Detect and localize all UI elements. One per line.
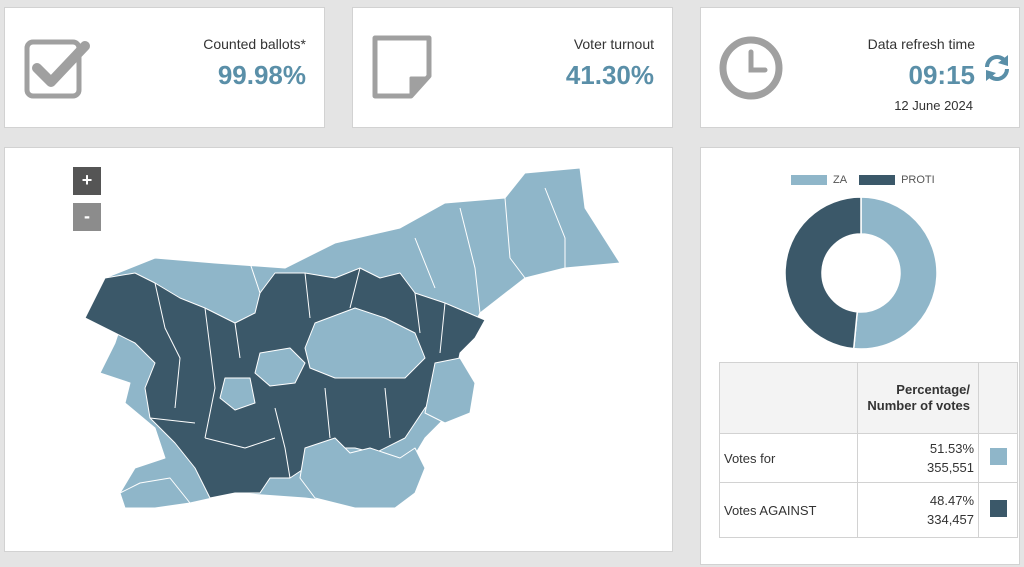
donut-slice-proti[interactable] (784, 196, 862, 350)
legend-swatch-proti (859, 175, 896, 185)
row-value-against: 48.47% 334,457 (857, 482, 979, 538)
counted-ballots-value: 99.98% (217, 60, 306, 90)
counted-ballots-card: Counted ballots* 99.98% (4, 7, 325, 128)
refresh-icon[interactable] (981, 52, 1013, 89)
donut-chart (784, 196, 938, 350)
map-region-for (299, 437, 426, 509)
legend-swatch-za (791, 175, 827, 185)
counted-ballots-label: Counted ballots* (203, 36, 306, 52)
chart-legend: ZA PROTI (791, 174, 947, 186)
map-card: + - (4, 147, 673, 552)
table-header-percentage: Percentage/ Number of votes (857, 362, 979, 434)
map-region-for (424, 357, 476, 424)
map-region-for (254, 347, 306, 387)
table-row: Votes AGAINST 48.47% 334,457 (719, 482, 1018, 538)
map-region-for (219, 377, 256, 411)
row-count-against: 334,457 (927, 512, 974, 527)
voter-turnout-label: Voter turnout (573, 36, 654, 52)
row-label-for: Votes for (719, 433, 858, 483)
donut-slice-za[interactable] (852, 196, 938, 350)
checkbox-icon (23, 36, 97, 109)
row-swatch-cell-for (978, 433, 1018, 483)
voter-turnout-value: 41.30% (565, 60, 654, 90)
row-count-for: 355,551 (927, 460, 974, 475)
data-refresh-card: Data refresh time 09:15 12 June 2024 (700, 7, 1020, 128)
voter-turnout-card: Voter turnout 41.30% (352, 7, 673, 128)
data-refresh-date: 12 June 2024 (894, 98, 973, 113)
row-swatch-cell-against (978, 482, 1018, 538)
legend-label-proti: PROTI (901, 174, 935, 186)
data-refresh-label: Data refresh time (867, 36, 975, 52)
row-percent-for: 51.53% (929, 441, 974, 456)
zoom-out-button[interactable]: - (73, 203, 101, 231)
data-refresh-time: 09:15 (908, 60, 976, 90)
slovenia-municipality-map[interactable] (5, 148, 674, 553)
clock-icon (717, 34, 785, 107)
table-header-color (978, 362, 1018, 434)
document-icon (371, 34, 437, 107)
row-swatch-for (989, 448, 1007, 465)
legend-label-za: ZA (833, 174, 848, 186)
zoom-in-button[interactable]: + (73, 167, 101, 195)
table-row: Votes for 51.53% 355,551 (719, 433, 1018, 483)
map-region-for (304, 307, 426, 379)
row-swatch-against (989, 500, 1007, 517)
map-region-for (119, 477, 191, 509)
table-header-empty (719, 362, 858, 434)
row-percent-against: 48.47% (929, 493, 974, 508)
results-card: ZA PROTI Percentage/ Number of votes Vot… (700, 147, 1020, 565)
row-label-against: Votes AGAINST (719, 482, 858, 538)
results-table: Percentage/ Number of votes Votes for 51… (719, 362, 1018, 538)
row-value-for: 51.53% 355,551 (857, 433, 979, 483)
